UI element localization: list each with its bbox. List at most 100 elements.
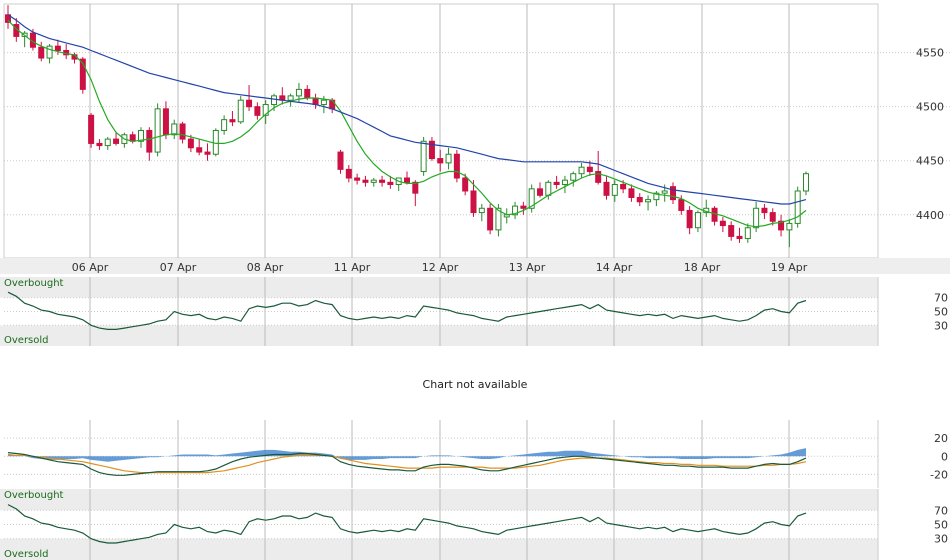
candle-body — [337, 151, 344, 170]
candle-body — [221, 119, 228, 131]
candle-body — [304, 88, 311, 99]
candle-body — [769, 212, 776, 222]
candle-body — [553, 181, 560, 186]
candle-body — [404, 177, 410, 183]
candle-body — [437, 158, 444, 164]
overbought-zone — [0, 489, 878, 511]
candle-body — [728, 225, 735, 237]
candle-body — [528, 188, 535, 209]
candle-body — [586, 166, 593, 173]
y-tick-label: 4400 — [916, 209, 944, 222]
candle-body — [761, 207, 768, 214]
candle-body — [487, 207, 494, 231]
candle-body — [354, 177, 361, 181]
oversold-zone — [0, 325, 878, 346]
candle-body — [54, 45, 61, 51]
candle-body — [636, 196, 643, 203]
moving-average-long-line — [7, 14, 807, 205]
candle-body — [537, 188, 543, 196]
candle-body — [312, 97, 319, 106]
candle-body — [362, 179, 369, 183]
candle-body — [570, 173, 577, 181]
y-tick-label: 30 — [934, 533, 948, 546]
candle-body — [104, 138, 111, 147]
candle-body — [428, 140, 435, 160]
candle-body — [453, 153, 460, 179]
candle-body — [387, 181, 394, 186]
candle-body — [736, 235, 743, 240]
candle-body — [287, 95, 294, 101]
x-tick-label: 11 Apr — [334, 261, 371, 274]
candle-body — [678, 199, 685, 211]
candle-body — [670, 186, 676, 201]
x-axis-strip — [0, 258, 950, 274]
oscillator-plot-area — [0, 420, 878, 488]
x-tick-label: 12 Apr — [422, 261, 459, 274]
candle-body — [295, 88, 302, 97]
candle-body — [470, 190, 477, 214]
candle-body — [686, 209, 693, 229]
chart-not-available-message: Chart not available — [423, 378, 528, 391]
y-tick-label: 4550 — [916, 47, 944, 60]
price-panel: 4550 4500 4450 4400 06 Apr 07 Apr 08 Apr 11 Apr… — [0, 3, 950, 274]
candle-body — [113, 138, 120, 144]
x-tick-label: 13 Apr — [509, 261, 546, 274]
y-tick-label: -20 — [930, 468, 948, 481]
candle-body — [462, 177, 469, 192]
overbought-label: Overbought — [4, 490, 64, 501]
y-tick-label: 70 — [934, 504, 948, 517]
candle-body — [146, 129, 153, 153]
candle-body — [412, 181, 419, 194]
candle-body — [478, 207, 485, 214]
y-tick-label: 4450 — [916, 155, 944, 168]
oversold-label: Oversold — [4, 549, 49, 560]
candle-body — [229, 119, 236, 123]
candle-body — [694, 212, 701, 229]
candle-body — [196, 147, 203, 153]
candle-body — [711, 207, 718, 222]
y-tick-label: 50 — [934, 306, 948, 319]
y-tick-label: 70 — [934, 292, 948, 305]
candle-body — [138, 129, 144, 142]
candle-body — [237, 99, 244, 123]
candle-body — [271, 95, 277, 106]
macd-signal-line — [7, 453, 807, 474]
candle-body — [154, 108, 161, 153]
candle-body — [520, 205, 527, 209]
overbought-label: Overbought — [4, 278, 64, 289]
candle-body — [370, 179, 377, 183]
candle-body — [495, 207, 502, 231]
candle-body — [786, 222, 793, 231]
candle-body — [204, 151, 211, 155]
candle-body — [379, 179, 386, 183]
x-tick-label: 06 Apr — [72, 261, 109, 274]
candle-body — [320, 99, 327, 106]
candle-body — [719, 220, 726, 227]
x-tick-label: 07 Apr — [160, 261, 197, 274]
candle-body — [88, 114, 95, 144]
candle-body — [96, 142, 103, 147]
candle-body — [262, 104, 269, 116]
candle-body — [645, 199, 652, 203]
y-tick-label: 0 — [941, 450, 948, 463]
candle-body — [246, 99, 253, 108]
moving-average-short-line — [7, 19, 807, 228]
x-tick-label: 14 Apr — [596, 261, 633, 274]
candle-body — [171, 123, 178, 136]
y-tick-label: 30 — [934, 319, 948, 332]
candle-body — [79, 58, 86, 90]
macd-line — [7, 452, 807, 476]
candle-body — [345, 168, 352, 179]
y-tick-label: 50 — [934, 519, 948, 532]
candle-body — [661, 190, 668, 194]
rsi-line — [7, 291, 807, 330]
y-tick-label: 20 — [934, 432, 948, 445]
rsi-line — [7, 504, 807, 544]
candle-body — [38, 46, 45, 59]
candle-body — [179, 123, 186, 140]
candle-body — [778, 220, 785, 231]
candle-body — [803, 173, 809, 192]
